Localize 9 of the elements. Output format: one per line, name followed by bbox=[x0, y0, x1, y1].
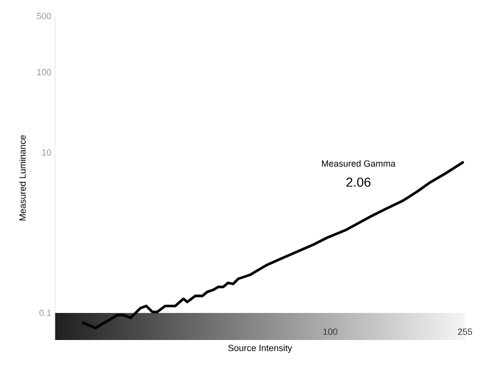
annotation: Measured Gamma bbox=[322, 160, 396, 167]
y-tick-label: 10 bbox=[42, 149, 52, 156]
y-tick-label: 100 bbox=[37, 68, 52, 76]
annotation: 2.06 bbox=[346, 178, 370, 187]
y-tick-label: 500 bbox=[36, 12, 52, 20]
x-tick-label: 255 bbox=[458, 328, 472, 335]
y-tick-label: 0.1 bbox=[39, 310, 52, 316]
x-axis-title: Source Intensity bbox=[228, 344, 292, 353]
y-axis-title: Measured Luminance bbox=[19, 135, 26, 220]
